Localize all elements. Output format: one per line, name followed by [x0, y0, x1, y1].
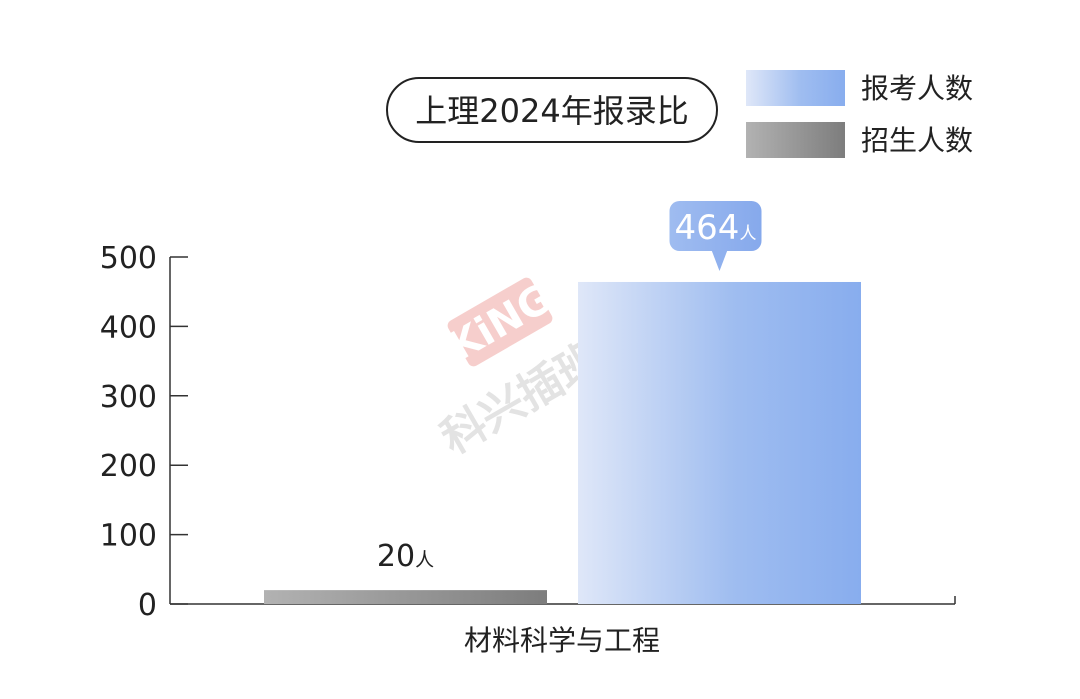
bar-applicants — [578, 281, 861, 604]
chart-title-text: 上理2024年报录比 — [415, 92, 688, 130]
x-category-label: 材料科学与工程 — [464, 624, 660, 657]
bar-enrollment — [264, 590, 547, 604]
y-tick-label: 500 — [100, 241, 157, 276]
data-label-bubble: 464人 — [669, 201, 762, 271]
y-tick-label: 200 — [100, 449, 157, 484]
y-tick-label: 100 — [100, 519, 157, 554]
legend-item: 报考人数 — [746, 70, 973, 106]
legend-label: 招生人数 — [861, 124, 973, 157]
y-tick-label: 300 — [100, 380, 157, 415]
legend-swatch — [746, 122, 845, 158]
data-label: 20人 — [377, 539, 434, 574]
legend-item: 招生人数 — [746, 122, 973, 158]
legend-swatch — [746, 70, 845, 106]
legend-label: 报考人数 — [861, 72, 973, 105]
y-tick-label: 0 — [138, 588, 157, 623]
data-label: 464人 — [675, 208, 757, 248]
bars: 20人 464人 — [264, 201, 861, 604]
y-tick-label: 400 — [100, 310, 157, 345]
chart-title: 上理2024年报录比 — [386, 77, 718, 143]
